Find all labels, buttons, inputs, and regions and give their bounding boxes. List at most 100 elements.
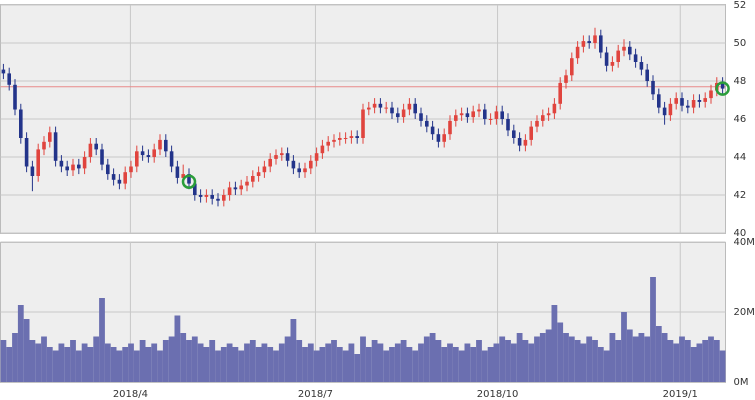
candle-body bbox=[587, 41, 591, 43]
candle-body bbox=[477, 109, 481, 112]
volume-bar bbox=[586, 336, 593, 382]
candle-body bbox=[523, 139, 528, 146]
x-tick-label: 2019/1 bbox=[663, 389, 698, 400]
candle-body bbox=[129, 166, 133, 173]
volume-bar bbox=[516, 333, 523, 382]
volume-bar bbox=[400, 340, 407, 382]
volume-bar bbox=[661, 333, 668, 382]
y-tick-label: 46 bbox=[734, 114, 747, 125]
candle-body bbox=[71, 164, 75, 171]
candle-body bbox=[193, 183, 197, 195]
candle-body bbox=[529, 126, 533, 140]
volume-bar bbox=[331, 340, 337, 382]
volume-bar bbox=[679, 336, 685, 382]
candle-body bbox=[239, 185, 243, 190]
candle-body bbox=[703, 98, 707, 102]
candle-body bbox=[19, 109, 23, 138]
candle-body bbox=[552, 103, 557, 114]
candle-body bbox=[494, 111, 499, 119]
candle-body bbox=[674, 98, 678, 104]
volume-bar bbox=[215, 350, 221, 382]
volume-bar bbox=[99, 298, 105, 382]
candle-body bbox=[349, 136, 354, 138]
volume-bar bbox=[122, 347, 129, 382]
volume-bar bbox=[348, 343, 355, 382]
volume-bar bbox=[238, 350, 245, 382]
volume-bar bbox=[273, 350, 279, 382]
candle-body bbox=[303, 168, 307, 173]
volume-bar bbox=[342, 350, 349, 382]
volume-bar bbox=[713, 340, 720, 382]
candle-body bbox=[454, 115, 458, 121]
volume-bar bbox=[52, 350, 59, 382]
candle-body bbox=[436, 134, 441, 142]
candle-body bbox=[245, 181, 249, 186]
candle-body bbox=[123, 172, 127, 184]
volume-bar bbox=[487, 347, 494, 382]
volume-bar bbox=[174, 315, 181, 382]
candle-body bbox=[372, 103, 377, 108]
candle-body bbox=[401, 109, 406, 118]
candle-body bbox=[396, 113, 400, 118]
volume-bar bbox=[128, 343, 134, 382]
candle-body bbox=[181, 174, 185, 178]
volume-bar bbox=[464, 343, 471, 382]
candle-body bbox=[285, 153, 290, 161]
candle-body bbox=[535, 120, 539, 127]
candle-body bbox=[407, 103, 412, 110]
candle-body bbox=[88, 143, 93, 157]
candle-body bbox=[1, 69, 6, 74]
candle-body bbox=[152, 149, 156, 157]
candle-body bbox=[210, 195, 214, 199]
volume-bar bbox=[284, 336, 291, 382]
candle-body bbox=[709, 90, 713, 99]
x-tick-label: 2018/7 bbox=[298, 389, 333, 400]
volume-bar bbox=[702, 340, 709, 382]
candle-body bbox=[274, 155, 278, 159]
volume-bar bbox=[441, 347, 448, 382]
volume-bar bbox=[522, 340, 529, 382]
volume-bar bbox=[116, 350, 123, 382]
volume-bar bbox=[534, 336, 540, 382]
volume-bar bbox=[29, 340, 36, 382]
volume-bar bbox=[638, 333, 645, 382]
candle-body bbox=[117, 179, 122, 184]
volume-bar bbox=[186, 340, 192, 382]
volume-bar bbox=[220, 347, 227, 382]
candle-body bbox=[419, 113, 423, 121]
volume-bar bbox=[719, 350, 726, 382]
candle-body bbox=[135, 151, 139, 167]
y-tick-label: 42 bbox=[734, 190, 747, 201]
y-tick-label: 50 bbox=[734, 38, 747, 49]
volume-bar bbox=[12, 333, 18, 382]
y-tick-label: 44 bbox=[734, 152, 747, 163]
volume-bar bbox=[650, 277, 656, 382]
volume-bar bbox=[290, 319, 297, 382]
volume-bar bbox=[528, 343, 535, 382]
candle-body bbox=[326, 141, 330, 146]
candle-body bbox=[378, 103, 383, 108]
candle-body bbox=[175, 166, 180, 178]
candle-body bbox=[616, 50, 620, 62]
candle-body bbox=[488, 119, 493, 120]
candle-body bbox=[558, 82, 562, 104]
candle-body bbox=[140, 151, 145, 156]
volume-bar bbox=[151, 343, 158, 382]
volume-bar bbox=[255, 347, 262, 382]
candle-body bbox=[158, 139, 162, 150]
candle-body bbox=[204, 195, 209, 197]
volume-bar bbox=[70, 340, 76, 382]
volume-bar bbox=[435, 340, 442, 382]
candle-body bbox=[297, 168, 301, 173]
candle-body bbox=[662, 107, 667, 116]
candle-body bbox=[610, 62, 615, 66]
candle-body bbox=[651, 81, 655, 95]
volume-bar bbox=[371, 340, 378, 382]
volume-bar bbox=[110, 347, 117, 382]
candle-body bbox=[604, 52, 609, 66]
volume-bar bbox=[296, 340, 303, 382]
candle-body bbox=[390, 107, 394, 114]
candle-body bbox=[506, 119, 510, 131]
candle-body bbox=[100, 149, 104, 165]
volume-bar bbox=[644, 336, 651, 382]
